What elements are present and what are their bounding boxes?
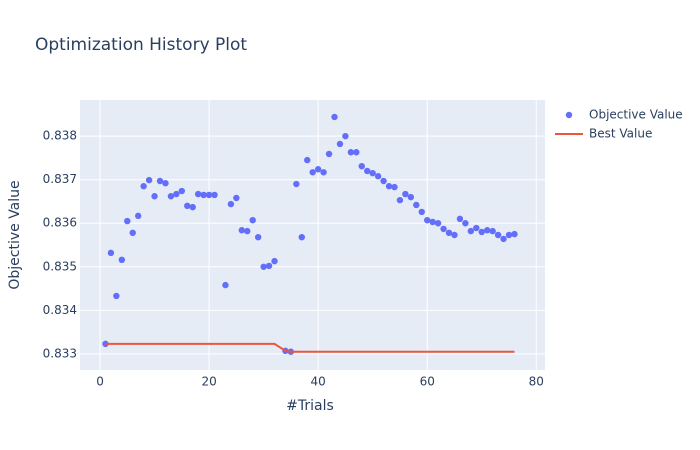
point (222, 281, 229, 289)
point (238, 227, 245, 234)
point (500, 235, 507, 243)
point (451, 231, 458, 239)
point (314, 166, 322, 173)
point (173, 190, 180, 198)
point (353, 149, 360, 156)
point (402, 190, 409, 198)
point (205, 191, 213, 199)
point (467, 227, 475, 235)
point (445, 229, 453, 237)
point (413, 201, 420, 209)
point (424, 216, 431, 224)
point (434, 220, 442, 227)
x-tick-label: 20 (201, 375, 216, 389)
point (494, 231, 502, 239)
x-tick-label: 40 (311, 375, 326, 389)
point (140, 183, 147, 190)
point (162, 179, 169, 187)
point (254, 233, 262, 241)
point (429, 218, 436, 226)
point (244, 227, 251, 235)
point (298, 233, 305, 241)
best-value-line (105, 342, 515, 353)
y-tick-label: 0.838 (43, 129, 77, 143)
point (511, 230, 518, 238)
point (107, 249, 115, 257)
legend-label[interactable]: Objective Value (589, 108, 683, 122)
point (440, 225, 447, 233)
point (118, 256, 126, 264)
point (380, 177, 387, 185)
point (489, 227, 496, 235)
point (407, 193, 415, 201)
point (129, 229, 136, 237)
point (227, 200, 235, 208)
point (456, 215, 464, 223)
x-tick-label: 80 (529, 375, 544, 389)
point (347, 149, 355, 156)
point (151, 193, 158, 200)
point (167, 193, 175, 200)
point (134, 212, 142, 220)
point (374, 173, 382, 180)
point (293, 180, 300, 188)
point (309, 169, 316, 176)
point (473, 224, 480, 232)
point (385, 183, 393, 190)
point (483, 227, 491, 234)
point (249, 216, 256, 224)
point (478, 228, 485, 236)
point (342, 132, 349, 140)
x-axis-title: #Trials (286, 398, 334, 414)
point (325, 150, 333, 158)
point (211, 191, 218, 199)
y-tick-label: 0.835 (43, 259, 77, 273)
point (145, 176, 153, 184)
point (336, 140, 344, 148)
point (233, 194, 240, 202)
point (396, 196, 404, 204)
plot-area (80, 100, 545, 370)
point (304, 156, 311, 164)
y-axis-title: Objective Value (7, 180, 23, 289)
point (189, 203, 196, 211)
point (462, 220, 469, 227)
y-tick-label: 0.836 (43, 216, 77, 230)
legend-symbol (565, 111, 573, 119)
x-tick-label: 0 (96, 375, 104, 389)
legend-label[interactable]: Best Value (589, 127, 652, 141)
y-tick-label: 0.837 (43, 172, 77, 186)
point (265, 262, 273, 270)
point (369, 169, 376, 177)
y-tick-label: 0.833 (43, 346, 77, 360)
point (331, 113, 338, 121)
point (178, 187, 186, 195)
point (156, 177, 164, 185)
point (505, 231, 513, 239)
point (271, 257, 278, 265)
chart-title: Optimization History Plot (35, 35, 247, 55)
point (358, 162, 365, 170)
point (113, 292, 120, 300)
point (418, 208, 425, 216)
y-tick-label: 0.834 (43, 303, 77, 317)
point (364, 167, 371, 175)
point (194, 190, 202, 198)
point (320, 169, 327, 176)
point (260, 263, 267, 270)
point (184, 202, 191, 210)
point (124, 217, 131, 225)
point (200, 191, 207, 199)
x-tick-label: 60 (420, 375, 435, 389)
point (391, 183, 398, 191)
